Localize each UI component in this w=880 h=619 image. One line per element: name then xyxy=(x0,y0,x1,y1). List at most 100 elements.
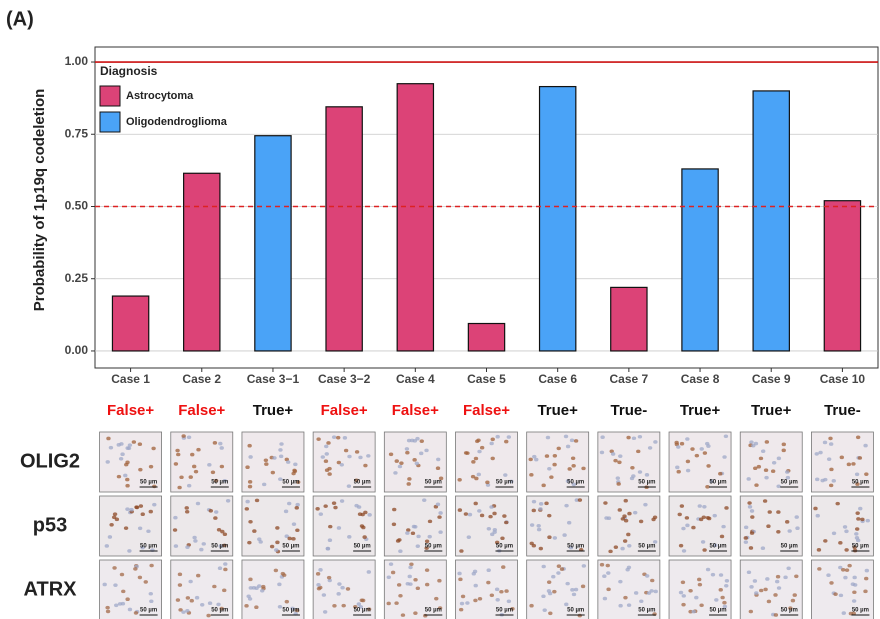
nucleus xyxy=(678,543,684,548)
nucleus xyxy=(121,589,126,594)
nucleus xyxy=(852,590,857,595)
nucleus xyxy=(134,505,139,509)
nucleus xyxy=(538,546,544,551)
nucleus xyxy=(391,522,397,527)
nucleus xyxy=(699,447,704,451)
nucleus xyxy=(278,448,283,452)
nucleus xyxy=(195,501,201,506)
nucleus xyxy=(502,514,507,518)
nucleus xyxy=(547,535,552,540)
nucleus xyxy=(466,535,472,539)
tile-bg xyxy=(312,495,376,557)
nucleus xyxy=(137,526,143,531)
nucleus xyxy=(207,601,213,606)
nucleus xyxy=(863,589,868,594)
nucleus xyxy=(438,530,443,534)
nucleus xyxy=(473,598,478,603)
nucleus xyxy=(637,434,643,439)
tile-bg xyxy=(668,431,732,493)
prediction-label: False+ xyxy=(321,402,368,419)
nucleus xyxy=(794,515,799,519)
nucleus xyxy=(261,482,267,487)
nucleus xyxy=(398,593,403,598)
bar xyxy=(467,322,506,352)
nucleus xyxy=(207,463,212,467)
nucleus xyxy=(743,540,749,544)
nucleus xyxy=(460,594,466,599)
nucleus xyxy=(400,613,406,617)
nucleus xyxy=(407,477,412,481)
ihc-tile: 50 µm xyxy=(811,495,874,557)
nucleus xyxy=(127,443,133,447)
nucleus xyxy=(173,515,178,520)
nucleus xyxy=(408,582,413,586)
nucleus xyxy=(495,434,500,439)
nucleus xyxy=(826,457,832,461)
nucleus xyxy=(413,577,418,582)
nucleus xyxy=(569,438,575,443)
nucleus xyxy=(424,546,429,550)
tile-bg xyxy=(99,495,162,557)
nucleus xyxy=(470,474,476,479)
nucleus xyxy=(776,484,781,489)
nucleus xyxy=(138,504,144,508)
nucleus xyxy=(212,584,217,589)
nucleus xyxy=(476,472,481,477)
nucleus xyxy=(212,441,218,445)
nucleus xyxy=(604,516,609,520)
nucleus xyxy=(318,512,324,516)
nucleus xyxy=(316,586,322,591)
nucleus xyxy=(336,592,341,596)
nucleus xyxy=(295,528,300,533)
nucleus xyxy=(818,450,823,455)
ihc-tile: 50 µm xyxy=(383,495,447,557)
ihc-tile: 50 µm xyxy=(241,495,305,557)
ihc-tile: 50 µm xyxy=(241,559,305,619)
nucleus xyxy=(416,534,421,539)
ihc-tile: 50 µm xyxy=(241,431,305,493)
nucleus xyxy=(321,593,327,597)
nucleus xyxy=(477,509,482,513)
nucleus xyxy=(427,519,433,524)
nucleus xyxy=(179,475,184,480)
nucleus xyxy=(225,499,231,503)
nucleus xyxy=(536,527,542,532)
nucleus xyxy=(763,468,769,472)
nucleus xyxy=(316,583,321,587)
scale-bar-label: 50 µm xyxy=(781,608,798,614)
nucleus xyxy=(424,582,430,587)
nucleus xyxy=(248,577,253,582)
nucleus xyxy=(315,572,321,576)
nucleus xyxy=(176,452,181,457)
nucleus xyxy=(844,548,849,552)
nucleus xyxy=(177,572,183,577)
nucleus xyxy=(831,531,837,536)
nucleus xyxy=(647,446,653,450)
nucleus xyxy=(697,577,702,582)
nucleus xyxy=(175,448,180,453)
nucleus xyxy=(815,477,820,482)
nucleus xyxy=(112,512,118,516)
nucleus xyxy=(581,564,587,568)
nucleus xyxy=(295,480,301,484)
bar xyxy=(254,135,292,352)
nucleus xyxy=(270,470,276,475)
nucleus xyxy=(652,515,658,520)
nucleus xyxy=(143,580,148,584)
nucleus xyxy=(753,466,758,471)
nucleus xyxy=(631,436,637,441)
nucleus xyxy=(749,585,754,589)
nucleus xyxy=(188,475,193,479)
nucleus xyxy=(479,513,485,518)
nucleus xyxy=(499,589,504,594)
nucleus xyxy=(278,454,284,459)
nucleus xyxy=(366,454,371,458)
nucleus xyxy=(606,571,611,575)
nucleus xyxy=(616,482,621,486)
nucleus xyxy=(571,482,577,487)
nucleus xyxy=(758,456,764,461)
nucleus xyxy=(279,442,284,446)
nucleus xyxy=(412,439,418,443)
nucleus xyxy=(127,549,132,553)
nucleus xyxy=(254,498,260,503)
